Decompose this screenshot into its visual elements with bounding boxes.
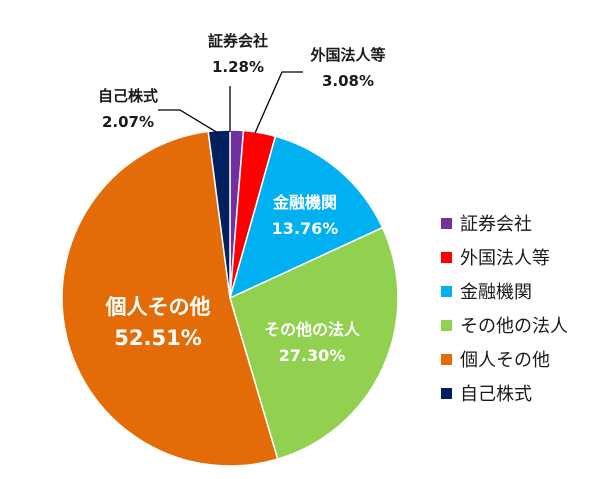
legend-label-1: 外国法人等 [460, 248, 550, 269]
legend-swatch-4 [441, 354, 452, 365]
legend-swatch-1 [441, 252, 452, 263]
legend-label-0: 証券会社 [460, 214, 532, 235]
slice-label-value-5: 2.07% [102, 113, 154, 131]
leader-lines [158, 71, 303, 134]
leader-line-1 [254, 71, 303, 134]
slice-label-name-0: 証券会社 [208, 32, 268, 50]
slice-label-value-1: 3.08% [322, 72, 374, 90]
data-labels: 証券会社 1.28% 外国法人等 3.08% 金融機関 13.76% その他の法人 27.30… [98, 32, 386, 365]
slice-label-value-4: 52.51% [114, 326, 201, 350]
slice-label-name-2: 金融機関 [272, 193, 337, 212]
slice-label-name-3: その他の法人 [264, 320, 361, 339]
slice-label-value-2: 13.76% [272, 219, 339, 238]
slice-label-name-1: 外国法人等 [309, 46, 385, 64]
legend-swatch-2 [441, 286, 452, 297]
slice-label-value-3: 27.30% [279, 346, 346, 365]
slice-label-name-5: 自己株式 [98, 87, 158, 105]
pie-slice-3 [229, 226, 399, 461]
pie-slice-4 [61, 130, 279, 467]
pie-slice-2 [228, 135, 384, 300]
slice-label-value-0: 1.28% [212, 58, 264, 76]
legend-swatch-3 [441, 320, 452, 331]
legend-swatch-0 [441, 218, 452, 229]
legend-swatch-5 [441, 388, 452, 399]
legend-label-3: その他の法人 [460, 316, 568, 337]
legend-label-5: 自己株式 [460, 384, 532, 405]
legend-label-2: 金融機関 [460, 282, 532, 303]
slice-label-name-4: 個人その他 [105, 295, 211, 319]
leader-line-5 [158, 109, 219, 134]
pie-slices [61, 129, 399, 467]
legend-label-4: 個人その他 [460, 350, 550, 371]
